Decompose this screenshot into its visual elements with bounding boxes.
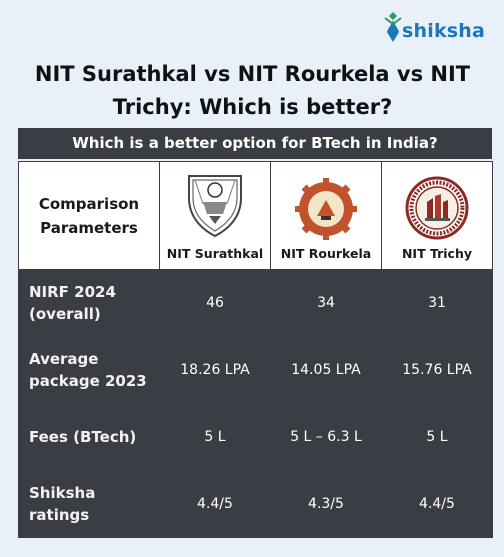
column-nit-trichy: NIT Trichy <box>381 161 493 270</box>
table-row-ratings: Shiksha ratings 4.4/5 4.3/5 4.4/5 <box>18 470 493 538</box>
cell-value: 14.05 LPA <box>270 336 382 404</box>
page-title: NIT Surathkal vs NIT Rourkela vs NIT Tri… <box>34 62 471 119</box>
cell-value: 46 <box>159 269 271 337</box>
cell-value: 4.3/5 <box>270 470 382 538</box>
brand-name: shiksha <box>402 20 486 42</box>
comparison-table: Comparison Parameters NIT Surathkal <box>18 161 493 538</box>
nit-rourkela-emblem-icon <box>295 178 357 240</box>
cell-value: 5 L – 6.3 L <box>270 403 382 471</box>
table-header-row: Comparison Parameters NIT Surathkal <box>18 161 493 270</box>
column-label: NIT Rourkela <box>280 246 372 261</box>
cell-value: 5 L <box>159 403 271 471</box>
column-label: NIT Trichy <box>401 246 473 261</box>
cell-value: 4.4/5 <box>381 470 493 538</box>
shiksha-logo-icon <box>384 12 402 42</box>
cell-value: 18.26 LPA <box>159 336 271 404</box>
row-label: Fees (BTech) <box>18 403 160 471</box>
column-nit-surathkal: NIT Surathkal <box>159 161 271 270</box>
row-label: Shiksha ratings <box>18 470 160 538</box>
row-label: Average package 2023 <box>18 336 160 404</box>
row-label: NIRF 2024 (overall) <box>18 269 160 337</box>
cell-value: 34 <box>270 269 382 337</box>
param-header: Comparison Parameters <box>18 161 160 270</box>
cell-value: 5 L <box>381 403 493 471</box>
nit-surathkal-emblem-icon <box>188 175 242 238</box>
column-label: NIT Surathkal <box>166 246 264 261</box>
cell-value: 31 <box>381 269 493 337</box>
shiksha-logo: shiksha <box>382 8 492 48</box>
table-row-nirf: NIRF 2024 (overall) 46 34 31 <box>18 269 493 337</box>
table-row-average-package: Average package 2023 18.26 LPA 14.05 LPA… <box>18 336 493 404</box>
nit-trichy-emblem-icon <box>405 176 469 240</box>
cell-value: 15.76 LPA <box>381 336 493 404</box>
table-subtitle: Which is a better option for BTech in In… <box>18 128 492 159</box>
cell-value: 4.4/5 <box>159 470 271 538</box>
table-row-fees: Fees (BTech) 5 L 5 L – 6.3 L 5 L <box>18 403 493 471</box>
column-nit-rourkela: NIT Rourkela <box>270 161 382 270</box>
